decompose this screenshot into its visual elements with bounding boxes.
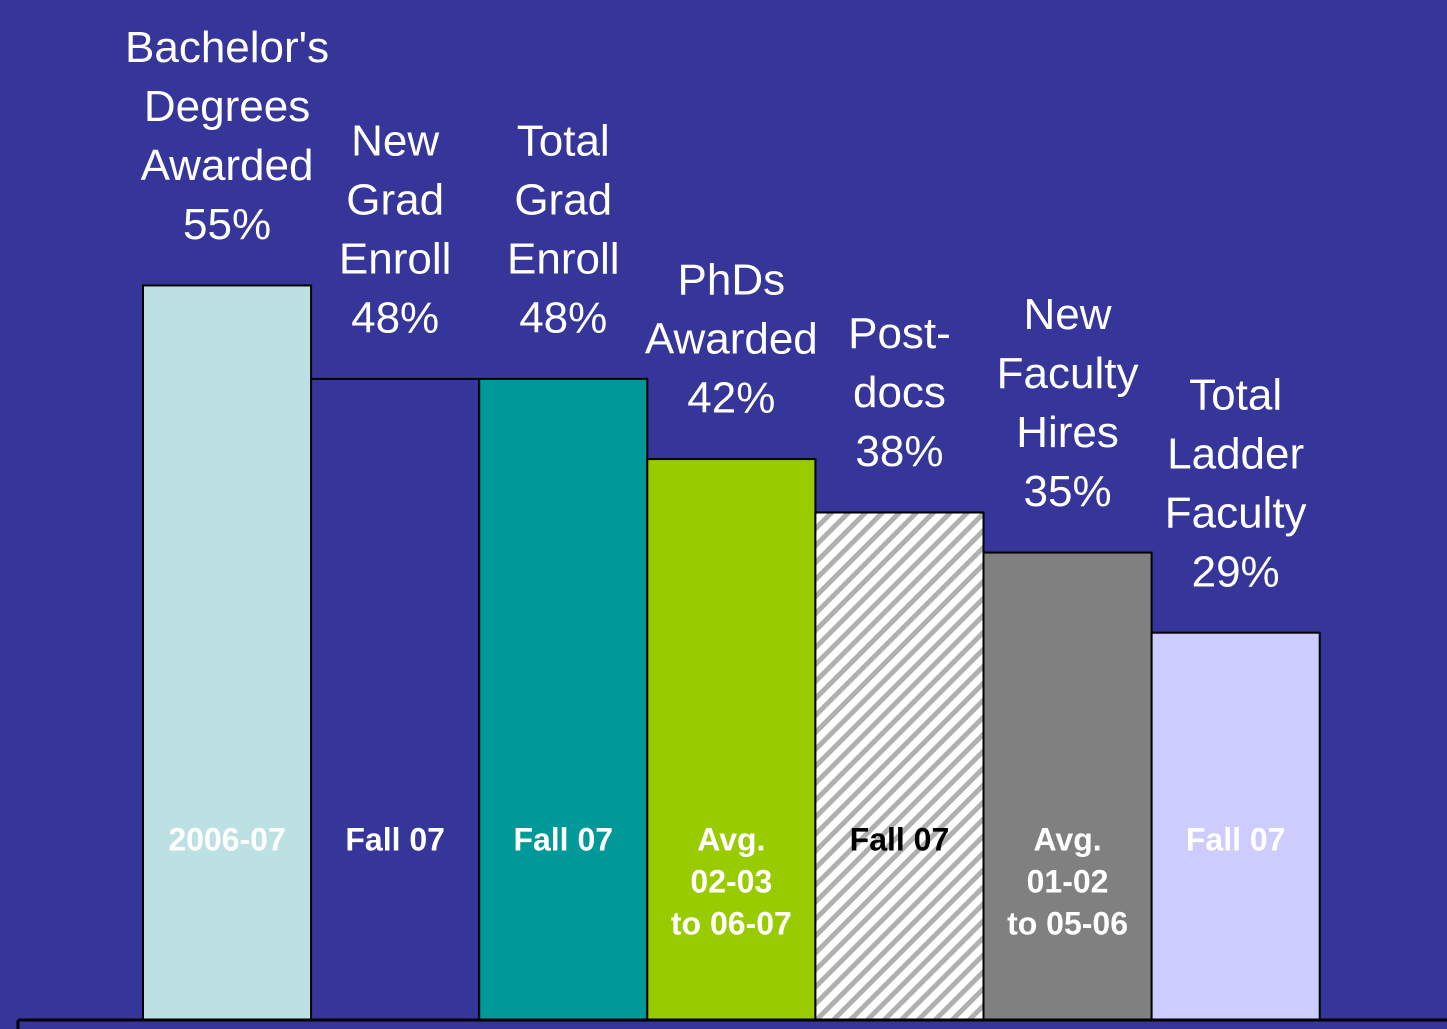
category-label: Awarded [141,141,314,190]
period-label: Fall 07 [513,821,613,857]
period-label: to 05-06 [1007,905,1128,941]
category-label: Grad [514,176,612,225]
value-label: 29% [1192,547,1280,596]
period-label: 2006-07 [168,821,285,857]
category-label: Enroll [339,235,452,284]
period-label: to 06-07 [671,905,792,941]
period-label: Fall 07 [850,821,950,857]
category-label: Bachelor's [125,23,329,72]
category-label: Total [1189,370,1282,419]
bar [814,511,985,1021]
period-label: 01-02 [1027,863,1109,899]
category-label: New [351,117,439,166]
value-label: 48% [351,294,439,343]
category-label: Hires [1016,408,1119,457]
category-label: Degrees [144,82,310,131]
period-label: Fall 07 [1186,821,1286,857]
bar [478,377,649,1021]
category-label: Ladder [1167,429,1304,478]
category-label: Awarded [645,315,818,364]
period-label: Avg. [697,821,765,857]
bar [646,458,817,1022]
category-label: docs [853,368,946,417]
bar [310,377,481,1021]
category-label: Post- [848,309,951,358]
category-label: Faculty [997,349,1139,398]
value-label: 42% [687,374,775,423]
bar [1150,631,1321,1022]
category-label: Grad [346,176,444,225]
period-label: Avg. [1033,821,1101,857]
value-label: 55% [183,200,271,249]
category-label: Faculty [1165,488,1307,537]
category-label: Enroll [507,235,620,284]
bar [982,551,1153,1021]
category-label: Total [517,117,610,166]
value-label: 38% [855,427,943,476]
value-label: 35% [1024,467,1112,516]
period-label: Fall 07 [345,821,445,857]
category-label: PhDs [678,256,786,305]
period-label: 02-03 [690,863,772,899]
bar [142,284,313,1022]
category-label: New [1024,290,1112,339]
value-label: 48% [519,294,607,343]
